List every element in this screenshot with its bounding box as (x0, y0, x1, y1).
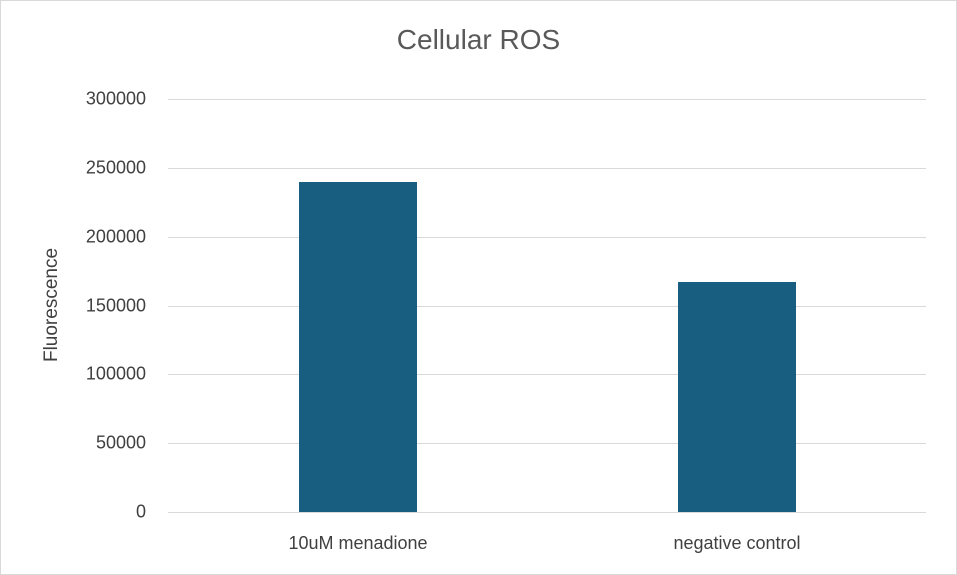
gridline (168, 168, 926, 169)
gridline (168, 512, 926, 513)
gridline (168, 443, 926, 444)
y-tick-label: 0 (135, 501, 146, 522)
chart-title: Cellular ROS (396, 24, 561, 55)
bar (678, 282, 796, 512)
gridline (168, 306, 926, 307)
y-tick-label: 250000 (85, 157, 146, 178)
gridline (168, 99, 926, 100)
bar (299, 181, 417, 512)
gridline (168, 374, 926, 375)
y-tick-label: 100000 (85, 363, 146, 384)
y-axis-label: Fluorescence (41, 247, 62, 363)
y-tick-label: 300000 (85, 88, 146, 109)
x-category-label: negative control (673, 533, 801, 553)
y-tick-label: 150000 (85, 295, 146, 315)
y-tick-label: 50000 (95, 432, 146, 453)
y-tick-label: 200000 (85, 226, 146, 247)
gridline (168, 237, 926, 238)
x-category-label: 10uM menadione (288, 533, 428, 553)
